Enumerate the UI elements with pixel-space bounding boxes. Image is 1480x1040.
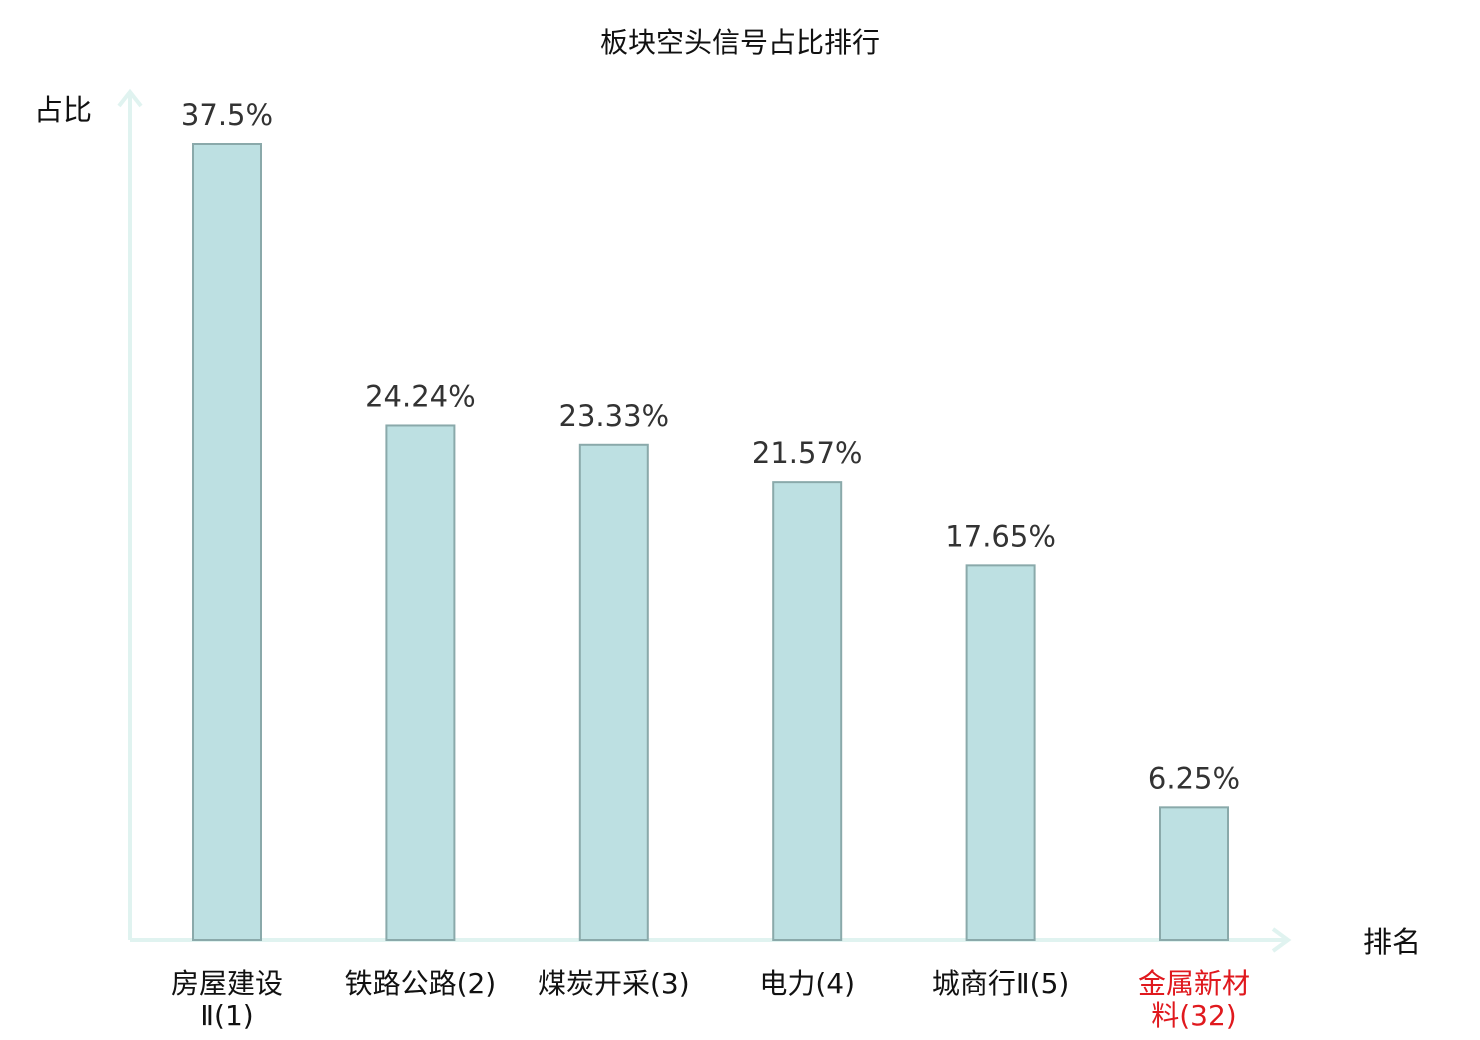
category-label-1-line-2: Ⅱ(1) — [200, 999, 253, 1032]
category-labels-group: 房屋建设 Ⅱ(1) 铁路公路(2) 煤炭开采(3) 电力(4) 城商行Ⅱ(5) 金属新材料(… — [171, 967, 1250, 1032]
x-axis — [130, 927, 1292, 953]
value-label-5: 17.65% — [945, 519, 1056, 553]
category-label-6: 金属新材料(32) — [1138, 967, 1250, 1032]
category-label-6-line-2: 料(32) — [1151, 999, 1236, 1032]
value-label-4: 21.57% — [752, 436, 863, 470]
bar-2 — [385, 424, 456, 942]
value-label-2: 24.24% — [365, 379, 476, 413]
category-label-5-line-1: 城商行Ⅱ(5) — [932, 967, 1069, 1000]
y-axis-label: 占比 — [34, 93, 92, 127]
value-label-1: 37.5% — [181, 98, 273, 132]
category-label-4-line-1: 电力(4) — [759, 967, 855, 1000]
category-label-3: 煤炭开采(3) — [538, 967, 690, 1000]
category-label-2-line-1: 铁路公路(2) — [345, 967, 497, 1000]
category-label-1: 房屋建设 Ⅱ(1) — [171, 967, 283, 1032]
x-axis-label: 排名 — [1363, 925, 1421, 959]
bar-3 — [578, 443, 649, 941]
chart-title: 板块空头信号占比排行 — [600, 26, 880, 59]
y-axis-arrow — [117, 88, 143, 108]
x-axis-arrow — [1271, 927, 1292, 953]
bars-group — [192, 143, 1229, 942]
bar-4 — [772, 481, 843, 941]
category-label-2: 铁路公路(2) — [345, 967, 497, 1000]
bar-5 — [965, 564, 1036, 941]
category-label-4: 电力(4) — [759, 967, 855, 1000]
category-label-3-line-1: 煤炭开采(3) — [538, 967, 690, 1000]
category-label-5: 城商行Ⅱ(5) — [932, 967, 1069, 1000]
category-label-6-line-1: 金属新材 — [1138, 967, 1250, 1000]
value-labels-group: 37.5% 24.24% 23.33% 21.57% 17.65% 6.25% — [181, 98, 1240, 795]
value-label-3: 23.33% — [559, 399, 670, 433]
category-label-1-line-1: 房屋建设 — [171, 967, 283, 1000]
y-axis — [117, 88, 143, 940]
value-label-6: 6.25% — [1148, 761, 1240, 795]
bar-1 — [192, 143, 262, 941]
bar-6 — [1159, 806, 1229, 941]
